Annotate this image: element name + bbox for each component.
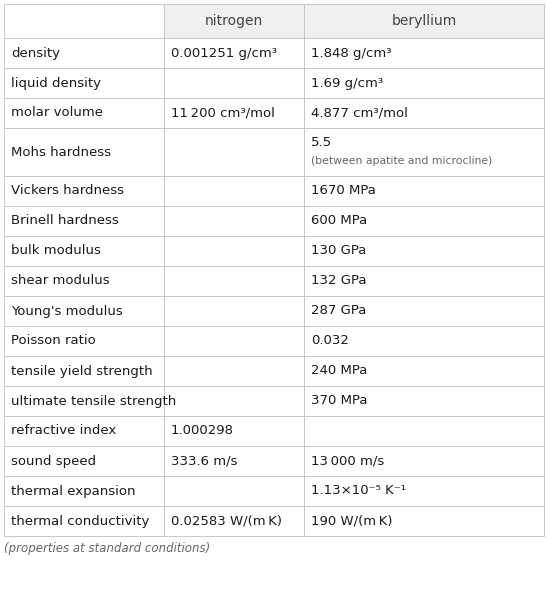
- Text: 1.000298: 1.000298: [171, 424, 234, 437]
- Bar: [304, 236, 544, 266]
- Bar: [164, 206, 304, 236]
- Text: 130 GPa: 130 GPa: [311, 244, 366, 258]
- Text: 11 200 cm³/mol: 11 200 cm³/mol: [171, 107, 275, 119]
- Text: Young's modulus: Young's modulus: [11, 304, 123, 317]
- Text: (properties at standard conditions): (properties at standard conditions): [4, 542, 210, 555]
- Bar: [304, 128, 544, 176]
- Bar: [4, 506, 164, 536]
- Text: tensile yield strength: tensile yield strength: [11, 365, 153, 378]
- Text: 1670 MPa: 1670 MPa: [311, 185, 376, 197]
- Text: liquid density: liquid density: [11, 77, 101, 90]
- Bar: [304, 386, 544, 416]
- Bar: [164, 266, 304, 296]
- Bar: [4, 176, 164, 206]
- Text: 0.001251 g/cm³: 0.001251 g/cm³: [171, 46, 277, 60]
- Bar: [304, 356, 544, 386]
- Text: (between apatite and microcline): (between apatite and microcline): [311, 156, 492, 166]
- Text: thermal expansion: thermal expansion: [11, 485, 135, 498]
- Text: 1.13×10⁻⁵ K⁻¹: 1.13×10⁻⁵ K⁻¹: [311, 485, 406, 498]
- Bar: [4, 128, 164, 176]
- Text: molar volume: molar volume: [11, 107, 103, 119]
- Text: ultimate tensile strength: ultimate tensile strength: [11, 395, 176, 407]
- Bar: [4, 206, 164, 236]
- Bar: [4, 416, 164, 446]
- Bar: [304, 68, 544, 98]
- Bar: [304, 446, 544, 476]
- Text: Mohs hardness: Mohs hardness: [11, 146, 111, 158]
- Bar: [304, 206, 544, 236]
- Text: 333.6 m/s: 333.6 m/s: [171, 454, 238, 468]
- Text: beryllium: beryllium: [391, 14, 456, 28]
- Bar: [304, 506, 544, 536]
- Text: nitrogen: nitrogen: [205, 14, 263, 28]
- Bar: [4, 446, 164, 476]
- Text: thermal conductivity: thermal conductivity: [11, 515, 150, 527]
- Bar: [4, 68, 164, 98]
- Text: 4.877 cm³/mol: 4.877 cm³/mol: [311, 107, 408, 119]
- Text: 287 GPa: 287 GPa: [311, 304, 366, 317]
- Bar: [164, 38, 304, 68]
- Text: 240 MPa: 240 MPa: [311, 365, 367, 378]
- Bar: [4, 98, 164, 128]
- Text: 1.69 g/cm³: 1.69 g/cm³: [311, 77, 383, 90]
- Bar: [304, 176, 544, 206]
- Text: 5.5: 5.5: [311, 136, 332, 149]
- Bar: [304, 98, 544, 128]
- Text: 1.848 g/cm³: 1.848 g/cm³: [311, 46, 391, 60]
- Bar: [164, 506, 304, 536]
- Bar: [164, 326, 304, 356]
- Bar: [4, 38, 164, 68]
- Text: 600 MPa: 600 MPa: [311, 214, 367, 228]
- Bar: [304, 476, 544, 506]
- Bar: [304, 296, 544, 326]
- Bar: [164, 128, 304, 176]
- Bar: [304, 38, 544, 68]
- Bar: [164, 4, 304, 38]
- Text: 190 W/(m K): 190 W/(m K): [311, 515, 393, 527]
- Bar: [4, 296, 164, 326]
- Bar: [4, 476, 164, 506]
- Text: bulk modulus: bulk modulus: [11, 244, 101, 258]
- Bar: [164, 446, 304, 476]
- Text: 13 000 m/s: 13 000 m/s: [311, 454, 384, 468]
- Bar: [304, 4, 544, 38]
- Bar: [304, 326, 544, 356]
- Bar: [4, 236, 164, 266]
- Text: Brinell hardness: Brinell hardness: [11, 214, 118, 228]
- Text: Vickers hardness: Vickers hardness: [11, 185, 124, 197]
- Text: 0.02583 W/(m K): 0.02583 W/(m K): [171, 515, 282, 527]
- Bar: [304, 266, 544, 296]
- Bar: [164, 68, 304, 98]
- Bar: [164, 356, 304, 386]
- Bar: [164, 176, 304, 206]
- Bar: [4, 266, 164, 296]
- Bar: [164, 386, 304, 416]
- Bar: [164, 476, 304, 506]
- Bar: [304, 416, 544, 446]
- Bar: [4, 4, 164, 38]
- Text: sound speed: sound speed: [11, 454, 96, 468]
- Text: 370 MPa: 370 MPa: [311, 395, 367, 407]
- Bar: [4, 386, 164, 416]
- Bar: [164, 98, 304, 128]
- Text: refractive index: refractive index: [11, 424, 116, 437]
- Bar: [4, 356, 164, 386]
- Text: 0.032: 0.032: [311, 334, 349, 348]
- Bar: [164, 236, 304, 266]
- Text: shear modulus: shear modulus: [11, 275, 110, 287]
- Text: density: density: [11, 46, 60, 60]
- Text: 132 GPa: 132 GPa: [311, 275, 366, 287]
- Bar: [164, 416, 304, 446]
- Bar: [164, 296, 304, 326]
- Text: Poisson ratio: Poisson ratio: [11, 334, 96, 348]
- Bar: [4, 326, 164, 356]
